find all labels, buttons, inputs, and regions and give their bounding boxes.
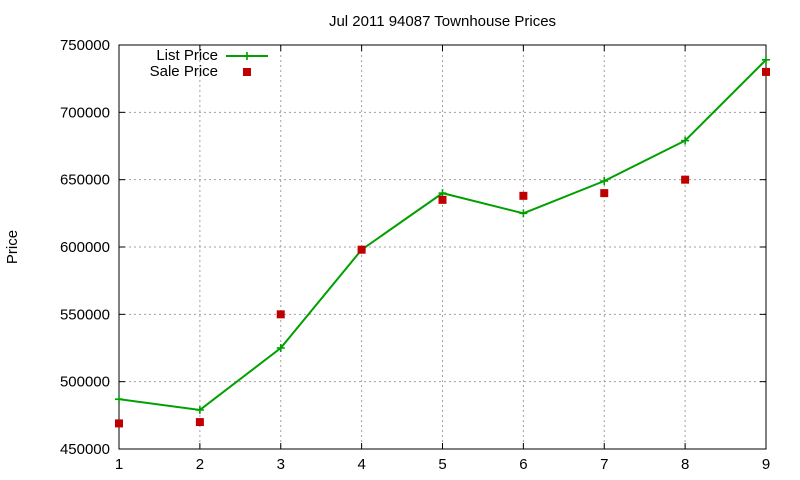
- series-layer: [115, 55, 770, 428]
- series-line-list-price: [118, 59, 767, 411]
- data-point-sale-price: [195, 418, 204, 427]
- data-point-list-price: [519, 209, 528, 218]
- y-tick-label: 600000: [60, 239, 110, 256]
- data-point-list-price: [195, 405, 204, 414]
- legend-label-sale-price: Sale Price: [150, 63, 218, 80]
- y-axis-label: Price: [4, 230, 21, 264]
- y-tick-label: 700000: [60, 104, 110, 121]
- legend: List Price Sale Price: [150, 47, 268, 80]
- x-tick-label: 2: [196, 456, 204, 473]
- y-tick-label: 450000: [60, 441, 110, 458]
- y-tick-label: 550000: [60, 306, 110, 323]
- data-point-list-price: [681, 136, 690, 145]
- legend-marker-sale-price: [243, 68, 251, 76]
- x-tick-label: 7: [600, 456, 608, 473]
- legend-marker-list-price: [243, 52, 251, 60]
- x-tick-label: 6: [519, 456, 527, 473]
- chart-title: Jul 2011 94087 Townhouse Prices: [329, 13, 556, 30]
- grid: [119, 45, 766, 449]
- data-point-sale-price: [762, 67, 770, 76]
- legend-label-list-price: List Price: [156, 47, 218, 64]
- data-point-sale-price: [681, 175, 690, 184]
- x-tick-label: 5: [438, 456, 446, 473]
- data-point-list-price: [600, 177, 609, 186]
- data-point-sale-price: [600, 189, 609, 198]
- x-tick-label: 1: [115, 456, 123, 473]
- x-tick-label: 3: [277, 456, 285, 473]
- x-tick-label: 8: [681, 456, 689, 473]
- data-point-sale-price: [276, 310, 285, 319]
- axis-ticks: 450000 500000 550000 600000 650000 700000 7500…: [60, 37, 770, 473]
- data-point-sale-price: [357, 245, 366, 254]
- data-point-list-price: [115, 395, 123, 404]
- data-point-list-price: [762, 55, 770, 64]
- x-tick-label: 9: [762, 456, 770, 473]
- data-point-sale-price: [438, 195, 447, 204]
- data-point-list-price: [438, 189, 447, 198]
- data-point-sale-price: [115, 419, 123, 428]
- x-tick-label: 4: [357, 456, 365, 473]
- data-point-sale-price: [519, 191, 528, 200]
- y-tick-label: 750000: [60, 37, 110, 54]
- y-tick-label: 650000: [60, 172, 110, 189]
- series-sale-price: [115, 67, 770, 428]
- data-point-list-price: [276, 344, 285, 352]
- legend-plus: [243, 52, 251, 60]
- y-tick-label: 500000: [60, 374, 110, 391]
